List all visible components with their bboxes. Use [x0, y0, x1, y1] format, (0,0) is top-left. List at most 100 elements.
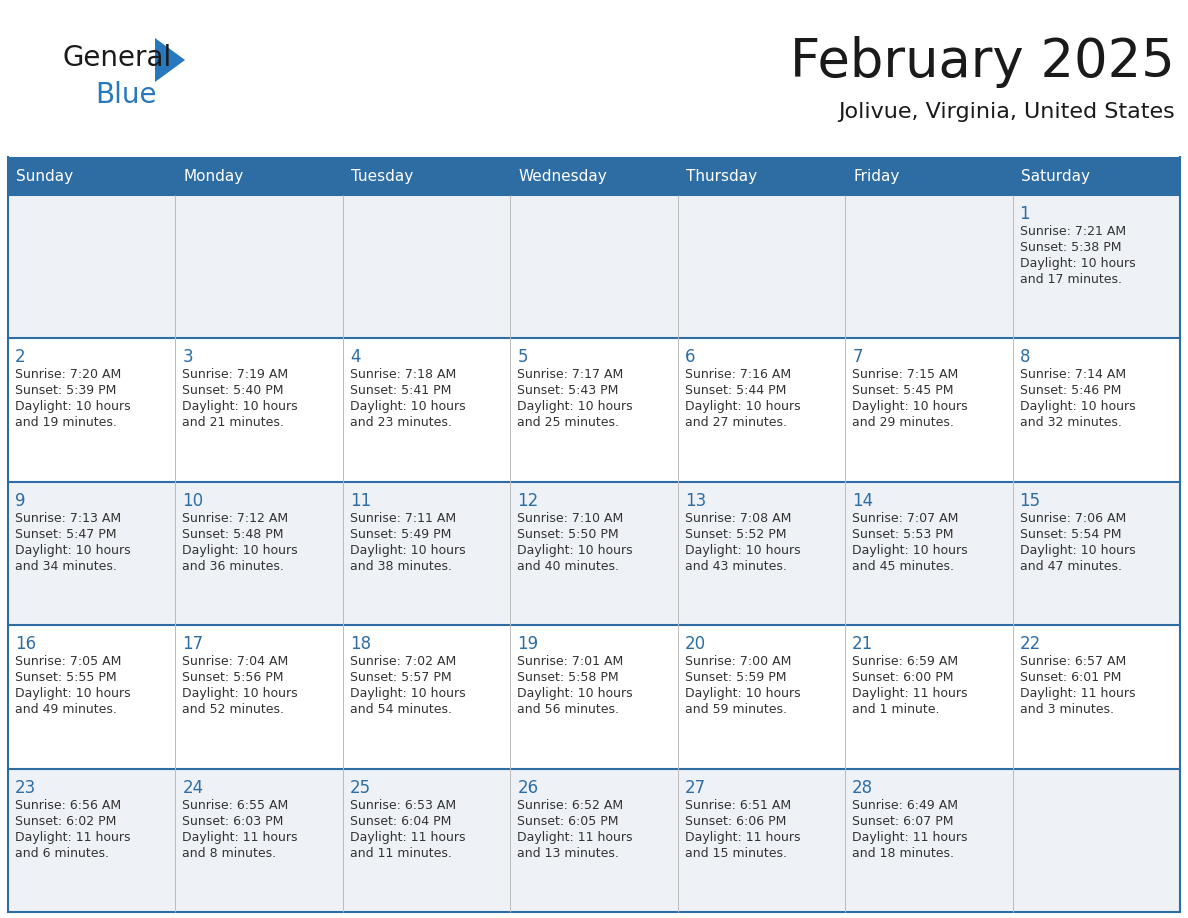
Bar [8, 157, 176, 195]
Text: Daylight: 10 hours: Daylight: 10 hours [684, 543, 801, 557]
Text: 12: 12 [517, 492, 538, 509]
Text: Sunset: 6:07 PM: Sunset: 6:07 PM [852, 814, 954, 828]
Text: and 13 minutes.: and 13 minutes. [517, 846, 619, 859]
Text: 16: 16 [15, 635, 36, 654]
Text: Sunset: 5:49 PM: Sunset: 5:49 PM [349, 528, 451, 541]
Text: and 8 minutes.: and 8 minutes. [183, 846, 277, 859]
Text: February 2025: February 2025 [790, 36, 1175, 88]
Text: Daylight: 10 hours: Daylight: 10 hours [183, 543, 298, 557]
Text: 13: 13 [684, 492, 706, 509]
Text: Sunrise: 7:01 AM: Sunrise: 7:01 AM [517, 655, 624, 668]
Text: 3: 3 [183, 349, 194, 366]
Text: and 29 minutes.: and 29 minutes. [852, 417, 954, 430]
Text: Sunrise: 7:06 AM: Sunrise: 7:06 AM [1019, 512, 1126, 525]
Text: and 45 minutes.: and 45 minutes. [852, 560, 954, 573]
Bar [343, 157, 511, 195]
Text: Sunrise: 7:12 AM: Sunrise: 7:12 AM [183, 512, 289, 525]
Text: Daylight: 10 hours: Daylight: 10 hours [349, 543, 466, 557]
Text: Sunset: 5:52 PM: Sunset: 5:52 PM [684, 528, 786, 541]
Text: Sunrise: 6:56 AM: Sunrise: 6:56 AM [15, 799, 121, 812]
Text: Jolivue, Virginia, United States: Jolivue, Virginia, United States [839, 102, 1175, 122]
Text: Sunset: 6:00 PM: Sunset: 6:00 PM [852, 671, 954, 684]
Bar [845, 157, 1012, 195]
Text: Sunset: 5:38 PM: Sunset: 5:38 PM [1019, 241, 1121, 254]
Text: and 36 minutes.: and 36 minutes. [183, 560, 284, 573]
Text: and 49 minutes.: and 49 minutes. [15, 703, 116, 716]
Text: 8: 8 [1019, 349, 1030, 366]
Text: Daylight: 10 hours: Daylight: 10 hours [349, 688, 466, 700]
Text: 18: 18 [349, 635, 371, 654]
Text: Sunrise: 7:13 AM: Sunrise: 7:13 AM [15, 512, 121, 525]
Text: 27: 27 [684, 778, 706, 797]
Text: 15: 15 [1019, 492, 1041, 509]
Text: Sunday: Sunday [15, 169, 74, 184]
Text: Daylight: 10 hours: Daylight: 10 hours [684, 400, 801, 413]
Text: 19: 19 [517, 635, 538, 654]
Text: Sunrise: 7:17 AM: Sunrise: 7:17 AM [517, 368, 624, 381]
Text: 10: 10 [183, 492, 203, 509]
Text: and 32 minutes.: and 32 minutes. [1019, 417, 1121, 430]
Text: Sunrise: 7:18 AM: Sunrise: 7:18 AM [349, 368, 456, 381]
Text: Sunset: 6:03 PM: Sunset: 6:03 PM [183, 814, 284, 828]
Text: Sunset: 5:53 PM: Sunset: 5:53 PM [852, 528, 954, 541]
Text: and 19 minutes.: and 19 minutes. [15, 417, 116, 430]
Text: Sunrise: 7:19 AM: Sunrise: 7:19 AM [183, 368, 289, 381]
Bar [1012, 157, 1180, 195]
Text: Sunrise: 6:59 AM: Sunrise: 6:59 AM [852, 655, 959, 668]
Text: and 47 minutes.: and 47 minutes. [1019, 560, 1121, 573]
Text: 7: 7 [852, 349, 862, 366]
Text: Sunset: 5:58 PM: Sunset: 5:58 PM [517, 671, 619, 684]
Text: Daylight: 11 hours: Daylight: 11 hours [1019, 688, 1135, 700]
Text: Friday: Friday [853, 169, 899, 184]
Text: 1: 1 [1019, 205, 1030, 223]
Text: Sunrise: 7:20 AM: Sunrise: 7:20 AM [15, 368, 121, 381]
Text: Daylight: 11 hours: Daylight: 11 hours [684, 831, 801, 844]
Text: and 38 minutes.: and 38 minutes. [349, 560, 451, 573]
Text: and 17 minutes.: and 17 minutes. [1019, 273, 1121, 286]
Text: 25: 25 [349, 778, 371, 797]
Text: and 23 minutes.: and 23 minutes. [349, 417, 451, 430]
Text: Daylight: 11 hours: Daylight: 11 hours [517, 831, 633, 844]
Text: Daylight: 10 hours: Daylight: 10 hours [15, 688, 131, 700]
Polygon shape [154, 38, 185, 82]
Text: 9: 9 [15, 492, 25, 509]
Text: Daylight: 10 hours: Daylight: 10 hours [517, 688, 633, 700]
Text: Saturday: Saturday [1020, 169, 1089, 184]
Text: Sunrise: 7:00 AM: Sunrise: 7:00 AM [684, 655, 791, 668]
Text: Sunset: 5:45 PM: Sunset: 5:45 PM [852, 385, 954, 397]
Text: Wednesday: Wednesday [518, 169, 607, 184]
Text: Daylight: 10 hours: Daylight: 10 hours [517, 400, 633, 413]
Text: Sunset: 6:05 PM: Sunset: 6:05 PM [517, 814, 619, 828]
Text: Sunset: 6:02 PM: Sunset: 6:02 PM [15, 814, 116, 828]
Text: Daylight: 11 hours: Daylight: 11 hours [15, 831, 131, 844]
Text: and 52 minutes.: and 52 minutes. [183, 703, 284, 716]
Text: Sunrise: 7:21 AM: Sunrise: 7:21 AM [1019, 225, 1126, 238]
Text: 5: 5 [517, 349, 527, 366]
Text: Sunset: 6:04 PM: Sunset: 6:04 PM [349, 814, 451, 828]
Text: Sunrise: 6:49 AM: Sunrise: 6:49 AM [852, 799, 959, 812]
Text: Sunrise: 7:11 AM: Sunrise: 7:11 AM [349, 512, 456, 525]
Text: Sunset: 5:50 PM: Sunset: 5:50 PM [517, 528, 619, 541]
Text: Daylight: 11 hours: Daylight: 11 hours [349, 831, 466, 844]
Text: Sunset: 5:43 PM: Sunset: 5:43 PM [517, 385, 619, 397]
Text: Sunset: 6:06 PM: Sunset: 6:06 PM [684, 814, 786, 828]
Text: Sunrise: 6:53 AM: Sunrise: 6:53 AM [349, 799, 456, 812]
Text: 4: 4 [349, 349, 360, 366]
Text: Daylight: 10 hours: Daylight: 10 hours [1019, 400, 1136, 413]
Text: Daylight: 10 hours: Daylight: 10 hours [349, 400, 466, 413]
Text: Tuesday: Tuesday [350, 169, 413, 184]
Text: Thursday: Thursday [685, 169, 757, 184]
Text: 24: 24 [183, 778, 203, 797]
Text: and 15 minutes.: and 15 minutes. [684, 846, 786, 859]
Text: 21: 21 [852, 635, 873, 654]
Text: Sunrise: 7:16 AM: Sunrise: 7:16 AM [684, 368, 791, 381]
Text: Daylight: 10 hours: Daylight: 10 hours [1019, 257, 1136, 270]
Text: Daylight: 10 hours: Daylight: 10 hours [15, 543, 131, 557]
Bar [176, 157, 343, 195]
Text: and 27 minutes.: and 27 minutes. [684, 417, 786, 430]
Text: 17: 17 [183, 635, 203, 654]
Text: Daylight: 10 hours: Daylight: 10 hours [517, 543, 633, 557]
Text: Sunrise: 7:05 AM: Sunrise: 7:05 AM [15, 655, 121, 668]
Text: Sunset: 5:46 PM: Sunset: 5:46 PM [1019, 385, 1121, 397]
Text: Sunrise: 7:04 AM: Sunrise: 7:04 AM [183, 655, 289, 668]
